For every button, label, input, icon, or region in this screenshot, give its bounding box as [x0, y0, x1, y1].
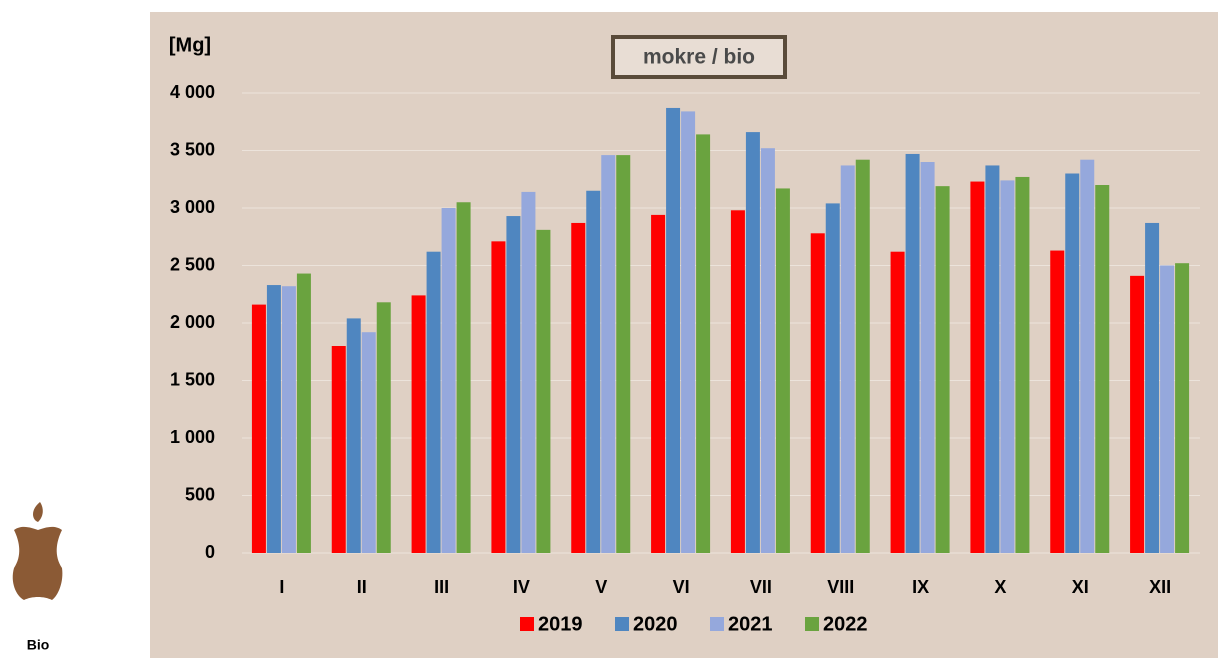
legend-swatch: [805, 617, 819, 631]
y-tick-label: 3 000: [170, 197, 215, 217]
bar: [775, 188, 790, 553]
logo-label: Bio: [27, 637, 50, 653]
x-tick-label: V: [595, 577, 607, 597]
bar: [840, 165, 855, 553]
bar: [296, 273, 311, 553]
bar: [651, 214, 666, 553]
bar: [411, 295, 426, 553]
y-tick-label: 1 500: [170, 369, 215, 389]
bar: [281, 286, 296, 553]
x-tick-label: VIII: [827, 577, 854, 597]
y-tick-label: 500: [185, 484, 215, 504]
y-tick-label: 3 500: [170, 139, 215, 159]
bar: [855, 159, 870, 553]
legend-label: 2020: [633, 613, 678, 635]
bar: [1160, 265, 1175, 553]
bar: [745, 132, 760, 553]
legend-swatch: [710, 617, 724, 631]
legend-label: 2022: [823, 613, 868, 635]
x-tick-label: I: [279, 577, 284, 597]
bar: [970, 181, 985, 554]
logo-icon: [12, 502, 63, 600]
x-tick-label: VII: [750, 577, 772, 597]
bar: [760, 148, 775, 553]
chart-title: mokre / bio: [643, 46, 755, 69]
bar: [810, 233, 825, 554]
bar: [1050, 250, 1065, 554]
y-tick-label: 4 000: [170, 82, 215, 102]
bar: [491, 241, 506, 553]
legend-swatch: [520, 617, 534, 631]
x-tick-label: IV: [513, 577, 530, 597]
bar: [1130, 275, 1145, 553]
bar: [920, 162, 935, 553]
x-tick-label: X: [994, 577, 1006, 597]
bar: [426, 251, 441, 553]
y-tick-label: 0: [205, 542, 215, 562]
bar: [890, 251, 905, 553]
bar: [251, 304, 266, 553]
bar: [346, 318, 361, 553]
bar: [730, 210, 745, 554]
bar: [1175, 263, 1190, 553]
bar: [1080, 159, 1095, 553]
legend-label: 2021: [728, 613, 773, 635]
x-tick-label: XI: [1072, 577, 1089, 597]
bar: [376, 302, 391, 553]
bar: [681, 111, 696, 554]
bar: [361, 332, 376, 553]
x-tick-label: III: [434, 577, 449, 597]
legend-label: 2019: [538, 613, 583, 635]
y-tick-label: 2 500: [170, 254, 215, 274]
bar: [441, 208, 456, 553]
y-tick-label: 2 000: [170, 312, 215, 332]
bar: [616, 155, 631, 553]
bar: [1145, 222, 1160, 553]
x-tick-label: XII: [1149, 577, 1171, 597]
bar: [1015, 176, 1030, 553]
title-box: [611, 35, 787, 79]
bar: [601, 155, 616, 553]
bar: [1000, 180, 1015, 553]
bar: [571, 222, 586, 553]
bar: [1095, 185, 1110, 553]
legend-swatch: [615, 617, 629, 631]
bar: [905, 153, 920, 553]
bar: [985, 165, 1000, 553]
bar: [456, 202, 471, 553]
x-tick-label: II: [357, 577, 367, 597]
bar: [521, 191, 536, 553]
bar: [331, 346, 346, 553]
bar: [536, 229, 551, 553]
bar: [666, 107, 681, 553]
bar: [266, 285, 281, 553]
bar: [586, 190, 601, 553]
y-tick-label: 1 000: [170, 427, 215, 447]
bar: [935, 186, 950, 553]
x-tick-label: VI: [673, 577, 690, 597]
bar: [696, 134, 711, 553]
y-axis-label: [Mg]: [169, 34, 211, 56]
bar: [1065, 173, 1080, 553]
bar: [506, 216, 521, 554]
x-tick-label: IX: [912, 577, 929, 597]
bar: [825, 203, 840, 553]
